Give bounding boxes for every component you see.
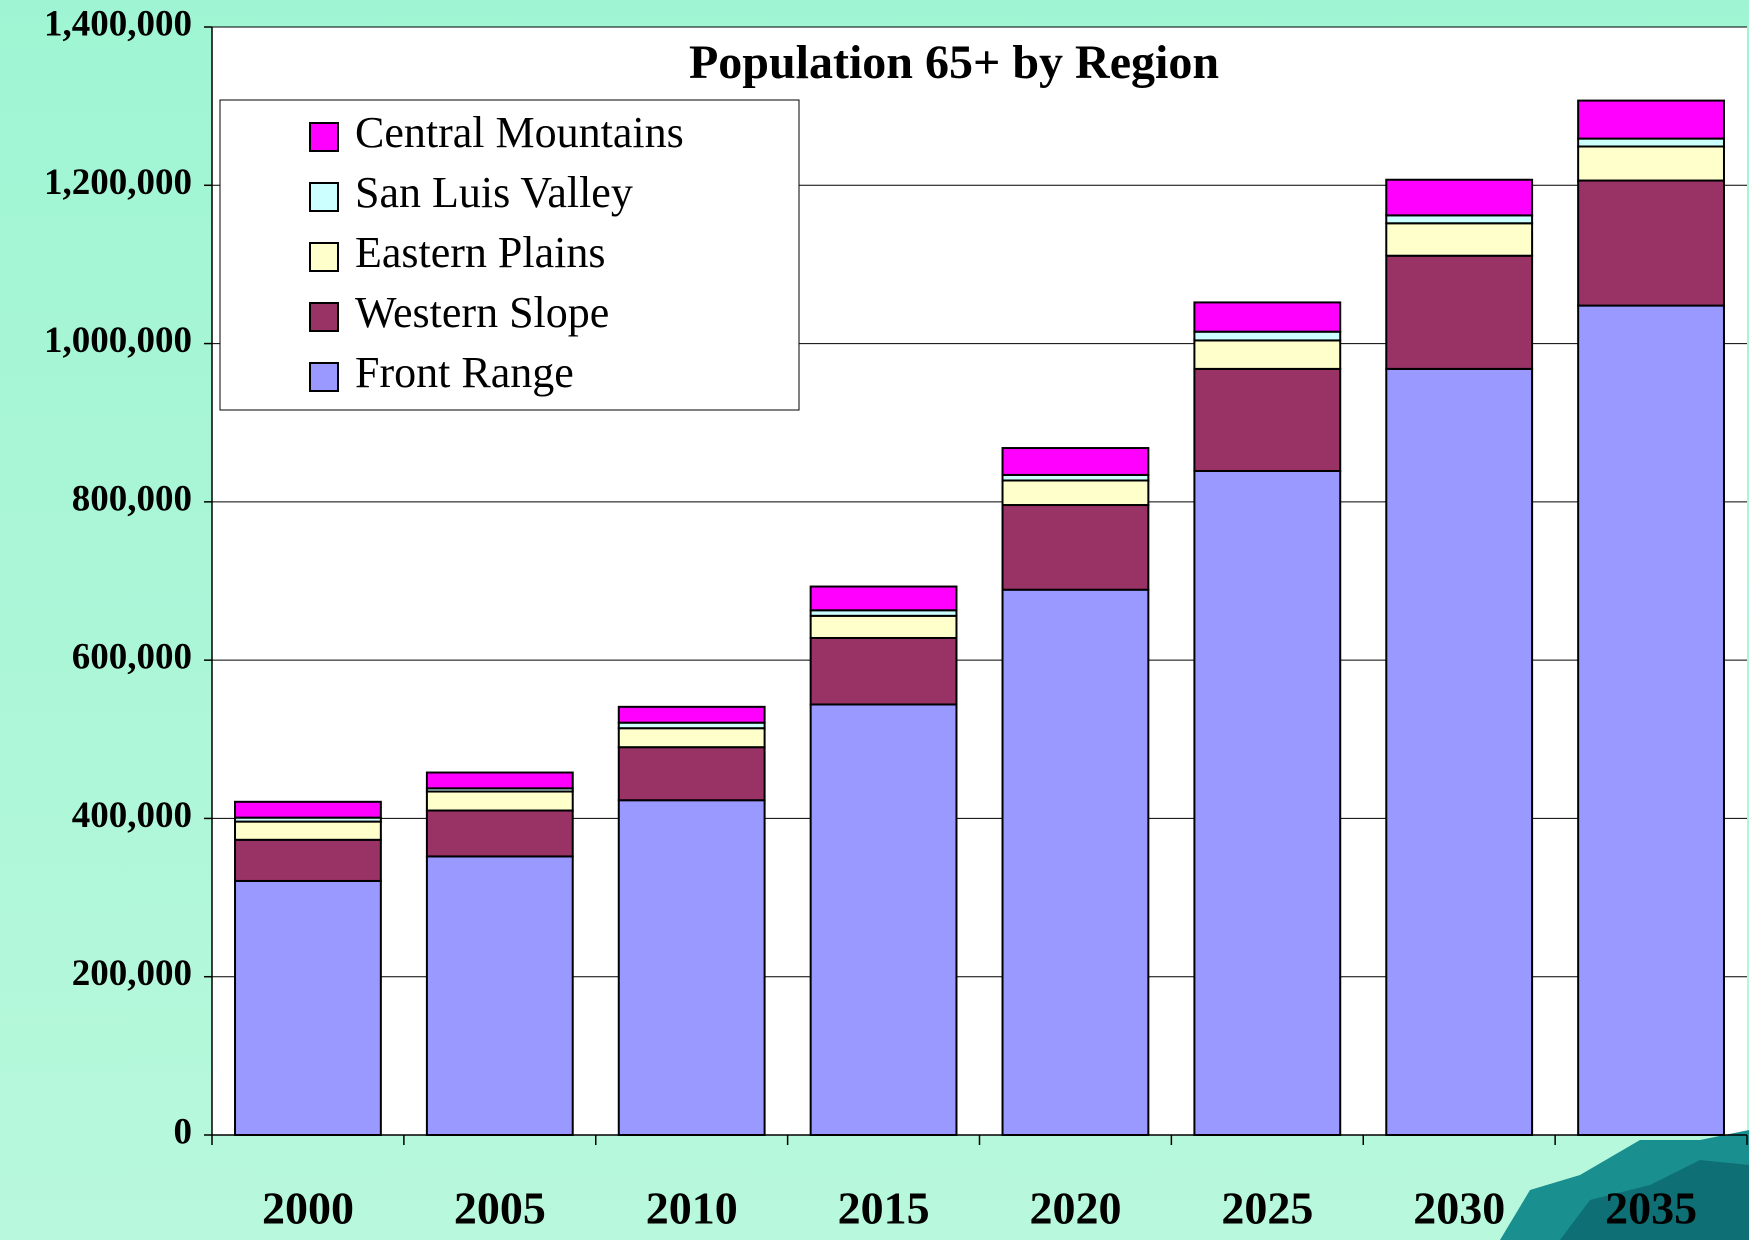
bar-segment	[1578, 139, 1724, 147]
y-tick-label: 400,000	[72, 795, 192, 836]
chart: 0 200,000 400,000 600,000 800,000 1,000,000 1,…	[0, 0, 1749, 1240]
x-tick-label: 2035	[1605, 1183, 1697, 1234]
bar-segment	[1578, 306, 1724, 1135]
bar-segment	[619, 728, 765, 747]
y-tick-label: 800,000	[72, 478, 192, 519]
legend-label: Front Range	[355, 348, 574, 397]
bar-segment	[1003, 448, 1149, 475]
bar-segment	[427, 856, 573, 1135]
legend-label: Central Mountains	[355, 108, 684, 157]
bar-segment	[1578, 101, 1724, 139]
bar-segment	[619, 707, 765, 723]
bar-segment	[1386, 369, 1532, 1135]
x-tick-label: 2000	[262, 1183, 354, 1234]
bar-segment	[1578, 147, 1724, 181]
legend-swatch	[310, 123, 338, 151]
legend-swatch	[310, 363, 338, 391]
bar-segment	[1386, 215, 1532, 223]
bar-segment	[1194, 471, 1340, 1135]
bar-segment	[811, 587, 957, 611]
bar-segment	[1194, 332, 1340, 341]
bar-segment	[1003, 480, 1149, 505]
bar-segment	[1194, 302, 1340, 331]
legend-swatch	[310, 303, 338, 331]
bar-segment	[235, 840, 381, 881]
bar-segment	[235, 881, 381, 1135]
bar-segment	[1003, 590, 1149, 1135]
y-tick-label: 1,200,000	[44, 162, 192, 203]
bar-segment	[1386, 223, 1532, 255]
legend-label: Western Slope	[355, 288, 609, 337]
bar-segment	[811, 638, 957, 704]
bar-segment	[235, 802, 381, 818]
bar-segment	[427, 792, 573, 811]
x-tick-label: 2015	[838, 1183, 930, 1234]
legend: Central Mountains San Luis Valley Eastern …	[220, 100, 799, 410]
x-tick-label: 2005	[454, 1183, 546, 1234]
x-tick-label: 2020	[1029, 1183, 1121, 1234]
bar-segment	[1386, 256, 1532, 369]
bar-segment	[811, 704, 957, 1135]
legend-swatch	[310, 183, 338, 211]
bar-segment	[1194, 340, 1340, 368]
x-tick-label: 2030	[1413, 1183, 1505, 1234]
bar-segment	[235, 822, 381, 840]
legend-swatch	[310, 243, 338, 271]
bar-segment	[1578, 181, 1724, 306]
legend-label: Eastern Plains	[355, 228, 606, 277]
y-tick-label: 0	[174, 1111, 193, 1152]
chart-title: Population 65+ by Region	[689, 36, 1219, 89]
y-tick-label: 1,000,000	[44, 320, 192, 361]
bar-segment	[1194, 369, 1340, 471]
bar-segment	[619, 747, 765, 800]
y-tick-label: 1,400,000	[44, 3, 192, 44]
bar-segment	[427, 811, 573, 857]
y-tick-label: 600,000	[72, 637, 192, 678]
bar-segment	[619, 800, 765, 1135]
x-tick-label: 2010	[646, 1183, 738, 1234]
bar-segment	[1003, 505, 1149, 590]
y-tick-label: 200,000	[72, 953, 192, 994]
x-tick-label: 2025	[1221, 1183, 1313, 1234]
bar-segment	[811, 616, 957, 638]
bar-segment	[1386, 180, 1532, 216]
legend-label: San Luis Valley	[355, 168, 633, 217]
bar-segment	[427, 773, 573, 789]
